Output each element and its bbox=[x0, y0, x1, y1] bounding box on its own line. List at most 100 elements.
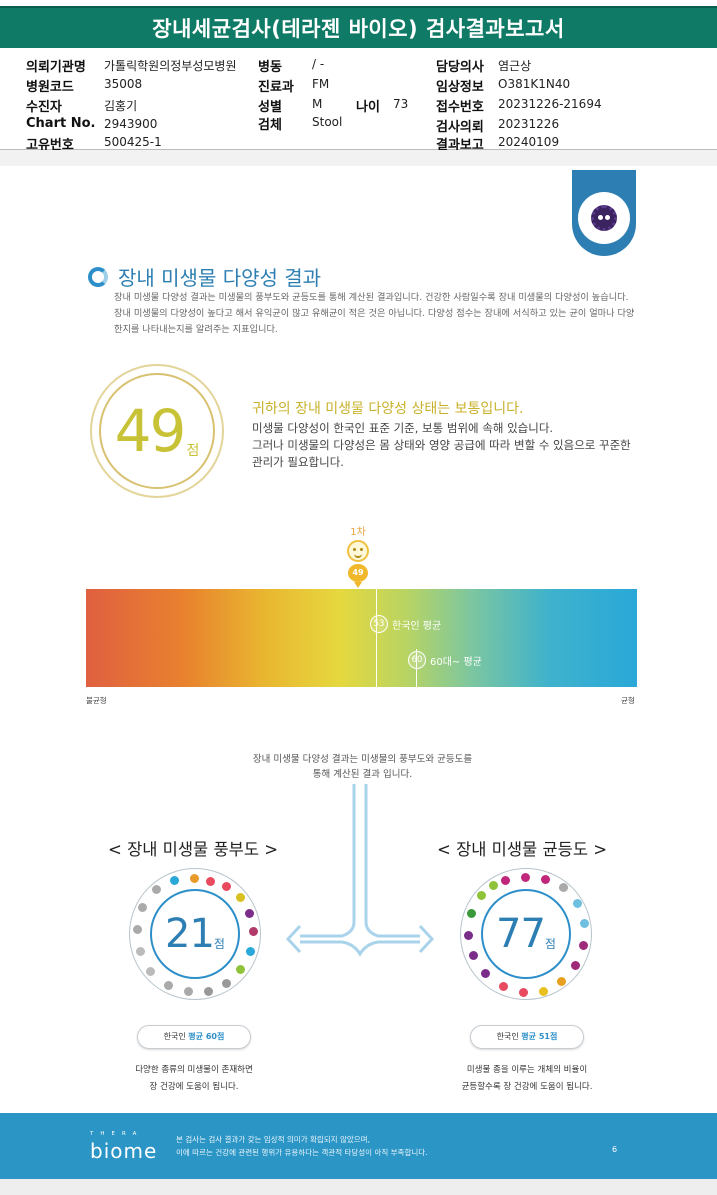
microbe-dot-icon bbox=[481, 969, 490, 978]
info-age-value: 73 bbox=[393, 97, 409, 111]
info-patient-label: 수진자 bbox=[26, 100, 62, 115]
info-specimen-value: Stool bbox=[312, 115, 343, 129]
microbe-dot-icon bbox=[499, 982, 508, 991]
microbe-dot-icon bbox=[152, 885, 161, 894]
info-uid-value: 500425-1 bbox=[104, 135, 162, 149]
microbe-dot-icon bbox=[573, 899, 582, 908]
smiley-icon bbox=[347, 540, 369, 562]
microbe-dot-icon bbox=[170, 876, 179, 885]
scale-right-end: 균형 bbox=[621, 696, 635, 705]
info-chart-value: 2943900 bbox=[104, 117, 158, 131]
microbe-dot-icon bbox=[184, 987, 193, 996]
microbe-dot-icon bbox=[190, 874, 199, 883]
microbe-icon bbox=[591, 205, 617, 231]
marker-value: 49 bbox=[352, 568, 364, 577]
microbe-dot-icon bbox=[580, 919, 589, 928]
diversity-score-unit: 점 bbox=[186, 443, 200, 459]
richness-caption-1: 다양한 종류의 미생물이 존재하면 bbox=[135, 1065, 253, 1075]
korean-avg-label: 한국인 평균 bbox=[392, 620, 442, 632]
richness-caption: 다양한 종류의 미생물이 존재하면 장 건강에 도움이 됩니다. bbox=[104, 1062, 284, 1096]
info-report-value: 20240109 bbox=[498, 135, 560, 149]
footer: THERA biome 본 검사는 검사 결과가 갖는 임상적 의미가 확립되지… bbox=[0, 1113, 717, 1179]
info-req-label: 검사의뢰 bbox=[436, 120, 484, 135]
evenness-value: 77 bbox=[496, 911, 546, 957]
microbe-dot-icon bbox=[579, 941, 588, 950]
microbe-dot-icon bbox=[138, 903, 147, 912]
split-arrow-graphic bbox=[285, 784, 435, 957]
separator-strip bbox=[0, 150, 717, 166]
richness-value: 21 bbox=[165, 911, 215, 957]
evenness-caption: 미생물 종을 이루는 개체의 비율이 균등할수록 장 건강에 도움이 됩니다. bbox=[437, 1062, 617, 1096]
microbe-dot-icon bbox=[521, 873, 530, 882]
richness-avg-mid: 평균 bbox=[188, 1032, 204, 1041]
richness-avg-prefix: 한국인 bbox=[163, 1032, 189, 1041]
info-uid-label: 고유번호 bbox=[26, 138, 74, 153]
score-marker: 1차 49 bbox=[343, 523, 373, 588]
info-age-label: 나이 bbox=[356, 100, 380, 115]
microbe-dot-icon bbox=[557, 977, 566, 986]
marker-round-label: 1차 bbox=[350, 527, 366, 538]
korean-avg-tick bbox=[376, 589, 377, 687]
microbe-dot-icon bbox=[245, 909, 254, 918]
intro-paragraph-1: 장내 미생물 다양성 결과는 미생물의 풍부도와 균등도를 통해 계산된 결과입… bbox=[114, 292, 629, 303]
microbe-dot-icon bbox=[519, 988, 528, 997]
info-receipt-value: 20231226-21694 bbox=[498, 97, 602, 111]
patient-info-table: 의뢰기관명 가톨릭학원의정부성모병원 병동 / - 담당의사 염근상 병원코드 … bbox=[0, 48, 717, 153]
info-clinical-label: 임상정보 bbox=[436, 80, 484, 95]
evenness-caption-1: 미생물 종을 이루는 개체의 비율이 bbox=[466, 1065, 588, 1075]
richness-avg-pill: 한국인 평균 60점 bbox=[137, 1025, 251, 1049]
microbe-dot-icon bbox=[469, 951, 478, 960]
verdict-line-1: 미생물 다양성이 한국인 표준 기준, 보통 범위에 속해 있습니다. bbox=[252, 421, 554, 435]
microbe-dot-icon bbox=[541, 875, 550, 884]
microbe-dot-icon bbox=[222, 882, 231, 891]
bottom-strip bbox=[0, 1179, 717, 1195]
microbe-dot-icon bbox=[501, 876, 510, 885]
info-code-value: 35008 bbox=[104, 77, 143, 91]
microbe-dot-icon bbox=[204, 987, 213, 996]
section-tab-ribbon bbox=[572, 170, 636, 256]
info-doctor-label: 담당의사 bbox=[436, 60, 484, 75]
microbe-dot-icon bbox=[206, 877, 215, 886]
richness-unit: 점 bbox=[213, 936, 225, 951]
intro-paragraph-2: 장내 미생물의 다양성이 높다고 해서 유익균이 많고 유해균이 적은 것은 아… bbox=[114, 308, 635, 335]
evenness-caption-2: 균등할수록 장 건강에 도움이 됩니다. bbox=[461, 1082, 593, 1092]
evenness-avg-prefix: 한국인 bbox=[496, 1032, 522, 1041]
age-avg-label: 60대~ 평균 bbox=[430, 656, 482, 668]
evenness-avg-value: 51점 bbox=[536, 1032, 558, 1041]
brand-logo: THERA biome bbox=[90, 1131, 157, 1163]
microbe-dot-icon bbox=[236, 893, 245, 902]
marker-pin: 49 bbox=[348, 564, 368, 588]
microbe-dot-icon bbox=[249, 927, 258, 936]
page-number: 6 bbox=[612, 1145, 618, 1154]
age-avg-value: 60 bbox=[408, 651, 426, 669]
microbe-dot-icon bbox=[246, 947, 255, 956]
info-patient-value: 김홍기 bbox=[104, 99, 138, 113]
diversity-verdict: 귀하의 장내 미생물 다양성 상태는 보통입니다. bbox=[252, 401, 524, 417]
evenness-ring: 77 점 bbox=[460, 868, 592, 1000]
right-arrow-icon bbox=[418, 924, 435, 954]
connector-text: 장내 미생물 다양성 결과는 미생물의 풍부도와 균등도를 통해 계산된 결과 … bbox=[200, 752, 525, 782]
footer-note-2: 이에 따르는 건강에 관련된 행위가 유용하다는 객관적 타당성이 아직 부족합… bbox=[176, 1148, 428, 1157]
microbe-dot-icon bbox=[489, 881, 498, 890]
info-code-label: 병원코드 bbox=[26, 80, 74, 95]
intro-text: 장내 미생물 다양성 결과는 미생물의 풍부도와 균등도를 통해 계산된 결과입… bbox=[114, 290, 642, 338]
left-arrow-icon bbox=[285, 924, 302, 954]
microbe-dot-icon bbox=[477, 891, 486, 900]
richness-avg-value: 60점 bbox=[203, 1032, 225, 1041]
info-receipt-label: 접수번호 bbox=[436, 100, 484, 115]
brand-small: THERA bbox=[90, 1131, 144, 1137]
report-title: 장내세균검사(테라젠 바이오) 검사결과보고서 bbox=[152, 17, 565, 41]
microbe-dot-icon bbox=[133, 925, 142, 934]
microbe-dot-icon bbox=[539, 987, 548, 996]
info-specimen-label: 검체 bbox=[258, 118, 282, 133]
scale-left-end: 불균형 bbox=[86, 696, 107, 705]
connector-line-2: 통해 계산된 결과 입니다. bbox=[312, 769, 413, 780]
microbe-dot-icon bbox=[146, 967, 155, 976]
info-org: 의뢰기관명 bbox=[26, 60, 86, 75]
info-dept-value: FM bbox=[312, 77, 330, 91]
info-ward-label: 병동 bbox=[258, 60, 282, 75]
microbe-dot-icon bbox=[236, 965, 245, 974]
info-req-value: 20231226 bbox=[498, 117, 560, 131]
microbe-dot-icon bbox=[571, 961, 580, 970]
evenness-unit: 점 bbox=[544, 936, 556, 951]
